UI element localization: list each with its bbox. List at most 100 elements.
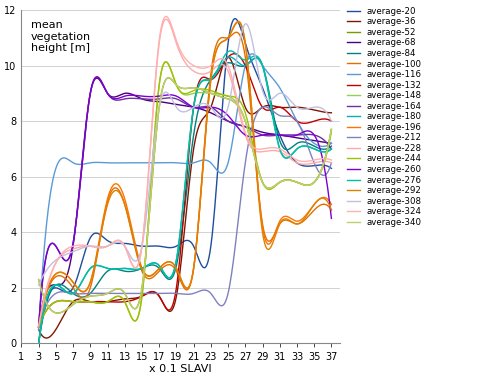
average-180 [210,76,216,80]
average-324 [328,158,334,162]
average-100 [36,324,42,329]
average-228 [216,63,222,67]
average-244 [211,89,217,94]
average-84 [36,335,43,339]
Line: average-276: average-276 [38,51,332,344]
average-20 [36,333,43,338]
average-52 [36,281,43,286]
average-276 [215,67,221,71]
average-68 [284,134,290,138]
average-36 [36,329,43,334]
average-260 [210,105,216,110]
average-196 [302,214,308,218]
average-324 [302,159,308,164]
average-132 [215,71,221,76]
average-52 [36,277,42,282]
average-36 [216,77,222,82]
average-260 [328,216,334,221]
Line: average-244: average-244 [38,62,332,327]
average-132 [302,121,308,125]
average-84 [36,341,42,346]
average-148 [302,183,308,187]
average-164 [94,74,100,79]
average-292 [284,217,290,221]
average-84 [253,56,259,60]
Line: average-324: average-324 [38,16,332,327]
average-292 [36,324,42,329]
average-244 [36,324,42,329]
Line: average-196: average-196 [38,22,332,327]
average-180 [284,156,290,160]
average-228 [163,17,169,22]
average-116 [215,169,221,174]
Line: average-212: average-212 [38,107,332,327]
average-244 [210,89,216,93]
Line: average-84: average-84 [38,58,332,344]
average-292 [215,45,221,49]
average-260 [216,107,222,111]
average-212 [209,293,215,297]
average-100 [284,218,290,222]
average-84 [215,68,221,72]
average-260 [36,311,43,315]
average-212 [284,114,290,118]
average-164 [211,107,217,111]
Line: average-36: average-36 [38,57,332,338]
average-228 [328,161,334,165]
average-84 [209,76,215,80]
average-340 [217,94,223,99]
average-212 [36,321,43,325]
average-180 [226,55,232,59]
Line: average-52: average-52 [38,78,332,313]
average-260 [211,105,217,110]
average-340 [211,92,217,97]
average-340 [36,277,42,282]
average-228 [211,67,217,71]
average-276 [328,147,334,151]
Line: average-148: average-148 [38,62,332,327]
average-228 [210,67,216,72]
average-196 [36,319,43,324]
average-244 [216,91,222,96]
average-276 [228,49,234,53]
average-36 [36,327,42,332]
average-244 [163,60,169,64]
average-100 [36,319,43,324]
average-132 [328,119,334,123]
average-116 [302,132,308,136]
average-20 [210,226,216,230]
average-196 [36,324,42,329]
average-228 [284,153,290,158]
average-308 [210,108,216,112]
average-132 [232,51,237,56]
average-212 [328,161,334,165]
average-164 [328,147,334,151]
Line: average-180: average-180 [38,57,332,344]
average-340 [328,127,334,132]
Line: average-20: average-20 [38,19,332,344]
average-292 [302,215,308,220]
average-228 [302,162,308,167]
Line: average-132: average-132 [38,54,332,327]
average-132 [36,324,42,329]
Line: average-100: average-100 [38,32,332,327]
average-196 [209,69,215,74]
average-260 [36,324,42,329]
average-52 [212,93,218,97]
average-212 [302,136,308,141]
average-196 [236,20,242,24]
average-148 [328,130,334,135]
average-100 [210,57,216,62]
average-148 [284,178,290,183]
Line: average-68: average-68 [38,78,332,327]
average-180 [302,144,308,148]
average-100 [234,30,239,34]
average-340 [284,178,290,182]
average-68 [94,76,100,81]
average-116 [36,311,43,315]
average-68 [36,324,42,329]
average-132 [36,322,43,326]
average-164 [284,133,290,137]
Line: average-164: average-164 [38,77,332,327]
average-164 [36,324,42,329]
